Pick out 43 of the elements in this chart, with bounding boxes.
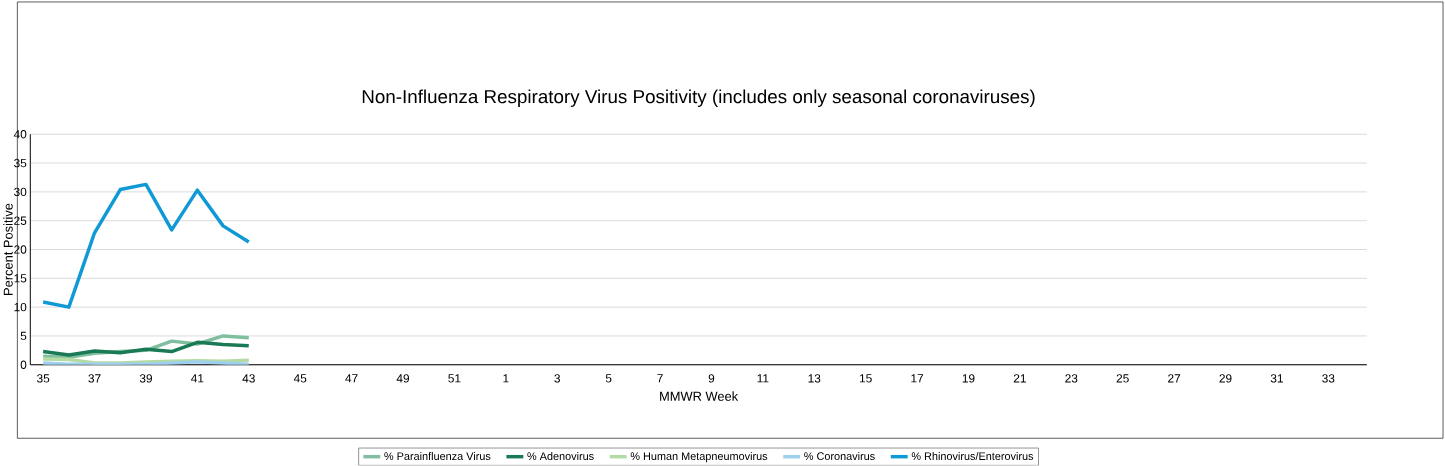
legend-label: % Parainfluenza Virus <box>384 452 491 461</box>
x-tick-label: 11 <box>757 374 769 383</box>
x-axis-title: MMWR Week <box>660 391 739 401</box>
x-tick-label: 51 <box>448 374 461 383</box>
x-tick-label: 35 <box>37 374 50 383</box>
x-tick-label: 45 <box>293 374 307 383</box>
x-tick-label: 27 <box>1168 374 1181 383</box>
y-tick-label: 40 <box>13 130 27 139</box>
x-tick-label: 17 <box>911 374 924 383</box>
x-tick-label: 23 <box>1065 374 1078 383</box>
x-tick-label: 39 <box>139 374 152 383</box>
legend-label: % Adenovirus <box>527 452 594 461</box>
y-axis-title: Percent Positive <box>3 203 13 296</box>
y-tick-label: 25 <box>14 216 27 226</box>
y-tick-label: 10 <box>14 303 27 312</box>
legend-label: % Coronavirus <box>804 452 875 461</box>
x-tick-label: 7 <box>657 374 663 383</box>
x-tick-label: 1 <box>503 374 509 383</box>
chart-title: Non-Influenza Respiratory Virus Positivity (includes only seasonal coronaviruses) <box>362 89 1035 108</box>
legend-label: % Human Metapneumovirus <box>630 452 768 463</box>
y-tick-label: 5 <box>20 332 27 341</box>
x-tick-label: 49 <box>396 374 410 383</box>
x-tick-label: 25 <box>1116 374 1129 383</box>
legend-label: % Rhinovirus/Enterovirus <box>911 452 1034 461</box>
x-tick-label: 19 <box>962 374 975 383</box>
x-tick-label: 9 <box>708 374 715 383</box>
x-tick-label: 13 <box>808 374 821 383</box>
y-tick-label: 35 <box>14 159 27 168</box>
x-tick-label: 15 <box>859 374 872 383</box>
y-tick-label: 20 <box>14 245 27 254</box>
x-tick-label: 29 <box>1219 374 1232 383</box>
x-tick-label: 5 <box>605 374 612 383</box>
x-tick-label: 3 <box>554 374 560 383</box>
x-tick-label: 41 <box>191 374 204 383</box>
x-tick-label: 43 <box>242 374 255 383</box>
y-tick-label: 0 <box>20 360 27 370</box>
x-tick-label: 31 <box>1270 374 1283 383</box>
y-tick-label: 30 <box>14 187 27 197</box>
x-tick-label: 37 <box>88 374 101 383</box>
x-tick-label: 33 <box>1322 374 1335 383</box>
x-tick-label: 21 <box>1013 374 1026 383</box>
x-tick-label: 47 <box>345 374 358 383</box>
y-tick-label: 15 <box>14 274 27 283</box>
